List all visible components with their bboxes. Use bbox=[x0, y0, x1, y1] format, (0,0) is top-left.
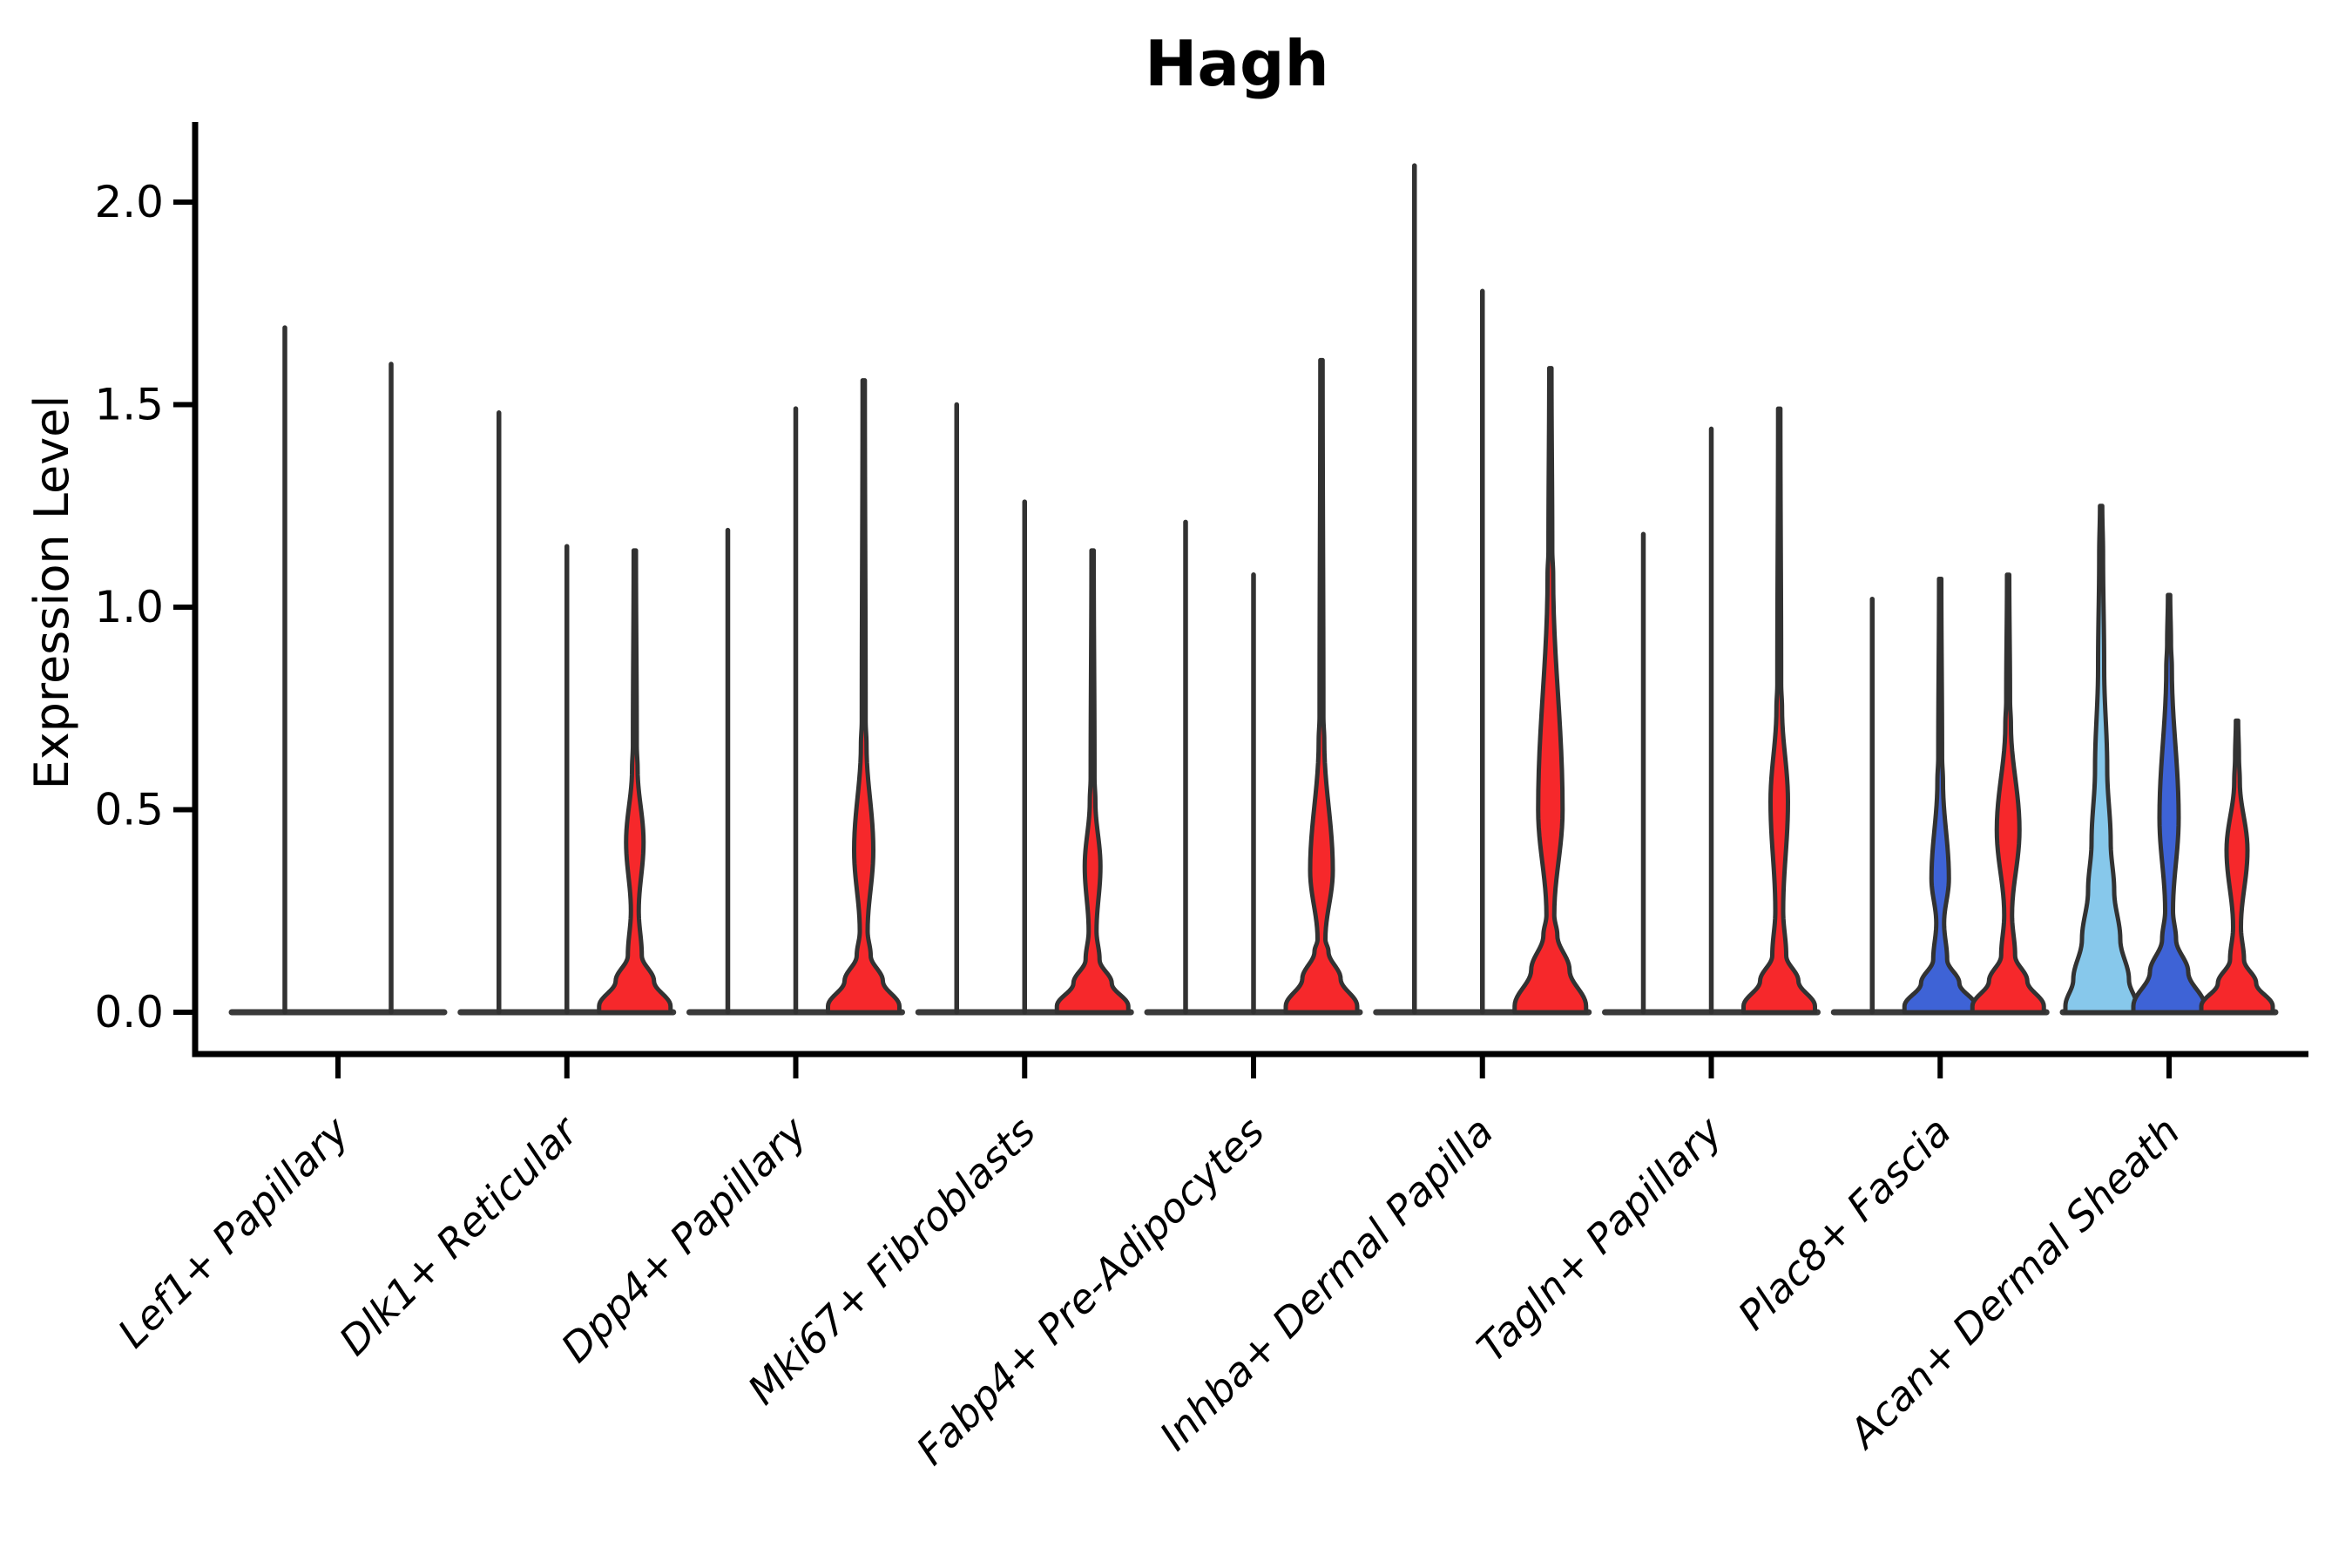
red-violin bbox=[1512, 366, 1589, 1015]
red-violin bbox=[597, 548, 673, 1015]
x-category-label: Dpp4+ Papillary bbox=[552, 1107, 816, 1371]
x-category-label: Tagln+ Papillary bbox=[1468, 1107, 1732, 1371]
y-tick-label: 0.5 bbox=[94, 785, 164, 835]
y-axis-label: Expression Level bbox=[24, 395, 79, 790]
blue-violin bbox=[1902, 576, 1978, 1015]
x-category-label: Plac8+ Fascia bbox=[1729, 1108, 1960, 1339]
y-tick-label: 1.0 bbox=[94, 582, 164, 632]
red-violin bbox=[826, 378, 902, 1015]
red-violin bbox=[1970, 572, 2046, 1015]
blue-violin bbox=[2131, 592, 2207, 1015]
lightblue-violin bbox=[2063, 504, 2139, 1015]
x-category-label: Dlk1+ Reticular bbox=[330, 1105, 589, 1364]
red-violin bbox=[1741, 406, 1817, 1015]
y-tick-label: 0.0 bbox=[94, 987, 164, 1037]
y-tick-label: 1.5 bbox=[94, 380, 164, 430]
y-tick-label: 2.0 bbox=[94, 177, 164, 227]
red-violin bbox=[2199, 718, 2275, 1015]
x-category-label: Lef1+ Papillary bbox=[109, 1107, 358, 1356]
chart-title: Hagh bbox=[1145, 27, 1329, 100]
red-violin bbox=[1283, 357, 1360, 1015]
red-violin bbox=[1054, 548, 1131, 1015]
